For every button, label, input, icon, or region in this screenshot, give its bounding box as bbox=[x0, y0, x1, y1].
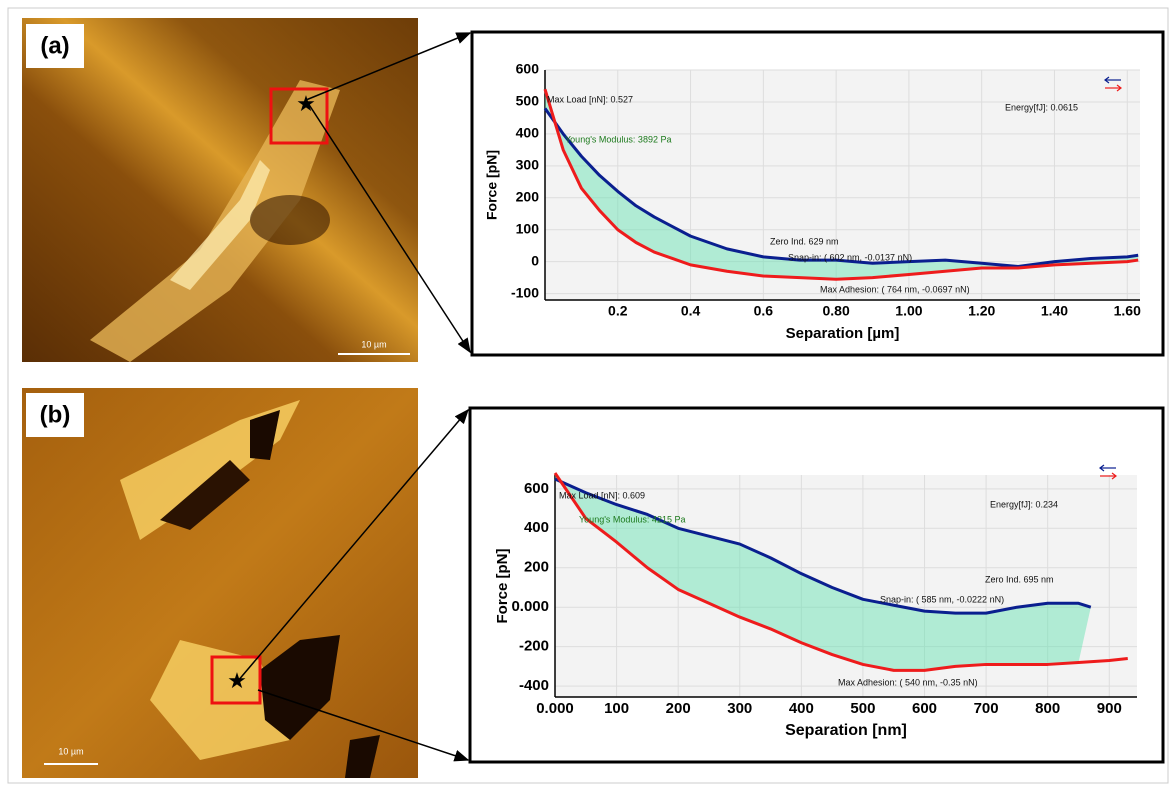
annotation: Young's Modulus: 3892 Pa bbox=[565, 134, 671, 144]
annotation: Max Adhesion: ( 764 nm, -0.0697 nN) bbox=[820, 284, 970, 294]
annotation: Energy[fJ]: 0.0615 bbox=[1005, 102, 1078, 112]
panel-label: (a) bbox=[40, 32, 69, 59]
annotation: Zero Ind. 695 nm bbox=[985, 574, 1054, 584]
x-axis-label: Separation [µm] bbox=[786, 325, 900, 342]
x-tick-label: 1.40 bbox=[1041, 303, 1068, 319]
y-tick-label: 500 bbox=[516, 93, 540, 109]
y-axis-label: Force [pN] bbox=[494, 548, 511, 623]
y-tick-label: 200 bbox=[524, 559, 549, 576]
annotation: Young's Modulus: 4215 Pa bbox=[579, 514, 685, 524]
x-tick-label: 1.00 bbox=[895, 303, 922, 319]
y-tick-label: -200 bbox=[519, 638, 549, 655]
x-tick-label: 900 bbox=[1097, 700, 1122, 717]
annotation: Snap-in: ( 585 nm, -0.0222 nN) bbox=[880, 594, 1004, 604]
y-axis-label: Force [pN] bbox=[484, 150, 500, 220]
scale-bar-label: 10 µm bbox=[361, 339, 386, 349]
x-tick-label: 300 bbox=[727, 700, 752, 717]
y-tick-label: 0 bbox=[531, 252, 539, 268]
svg-text:★: ★ bbox=[227, 668, 247, 693]
x-tick-label: 0.80 bbox=[823, 303, 850, 319]
y-tick-label: 300 bbox=[516, 157, 540, 173]
afm-image-b: ★ (b) 10 µm bbox=[22, 388, 418, 778]
x-tick-label: 100 bbox=[604, 700, 629, 717]
annotation: Energy[fJ]: 0.234 bbox=[990, 499, 1058, 509]
panel-label: (b) bbox=[40, 401, 71, 428]
x-tick-label: 1.60 bbox=[1114, 303, 1141, 319]
x-tick-label: 600 bbox=[912, 700, 937, 717]
x-axis-label: Separation [nm] bbox=[785, 722, 907, 739]
x-tick-label: 200 bbox=[666, 700, 691, 717]
svg-text:★: ★ bbox=[296, 91, 316, 116]
y-tick-label: 400 bbox=[524, 519, 549, 536]
x-tick-label: 0.000 bbox=[536, 700, 574, 717]
annotation: Max Adhesion: ( 540 nm, -0.35 nN) bbox=[838, 677, 978, 687]
x-tick-label: 0.4 bbox=[681, 303, 701, 319]
annotation: Max Load [nN]: 0.527 bbox=[547, 94, 633, 104]
figure: ★ (a) 10 µm ★ (b) 10 µm -100 0 100 200 300 40… bbox=[0, 0, 1171, 785]
annotation: Snap-in: ( 602 nm, -0.0137 nN) bbox=[788, 252, 912, 262]
x-tick-label: 1.20 bbox=[968, 303, 995, 319]
y-tick-label: 200 bbox=[516, 188, 540, 204]
x-tick-label: 400 bbox=[789, 700, 814, 717]
y-tick-label: 600 bbox=[516, 61, 540, 77]
annotation: Max Load [nN]: 0.609 bbox=[559, 490, 645, 500]
page: ★ (a) 10 µm ★ (b) 10 µm -100 0 100 200 300 40… bbox=[0, 0, 1171, 790]
y-tick-label: -100 bbox=[511, 284, 539, 300]
x-tick-label: 0.6 bbox=[754, 303, 774, 319]
x-tick-label: 0.2 bbox=[608, 303, 628, 319]
annotation: Zero Ind. 629 nm bbox=[770, 236, 839, 246]
scale-bar-label: 10 µm bbox=[58, 746, 83, 756]
afm-image-a: ★ (a) 10 µm bbox=[22, 18, 418, 362]
x-tick-label: 700 bbox=[974, 700, 999, 717]
y-tick-label: 100 bbox=[516, 220, 540, 236]
x-tick-label: 800 bbox=[1035, 700, 1060, 717]
y-tick-label: 600 bbox=[524, 480, 549, 497]
y-tick-label: 400 bbox=[516, 125, 540, 141]
y-tick-label: -400 bbox=[519, 677, 549, 694]
x-tick-label: 500 bbox=[850, 700, 875, 717]
y-tick-label: 0.000 bbox=[511, 598, 549, 615]
